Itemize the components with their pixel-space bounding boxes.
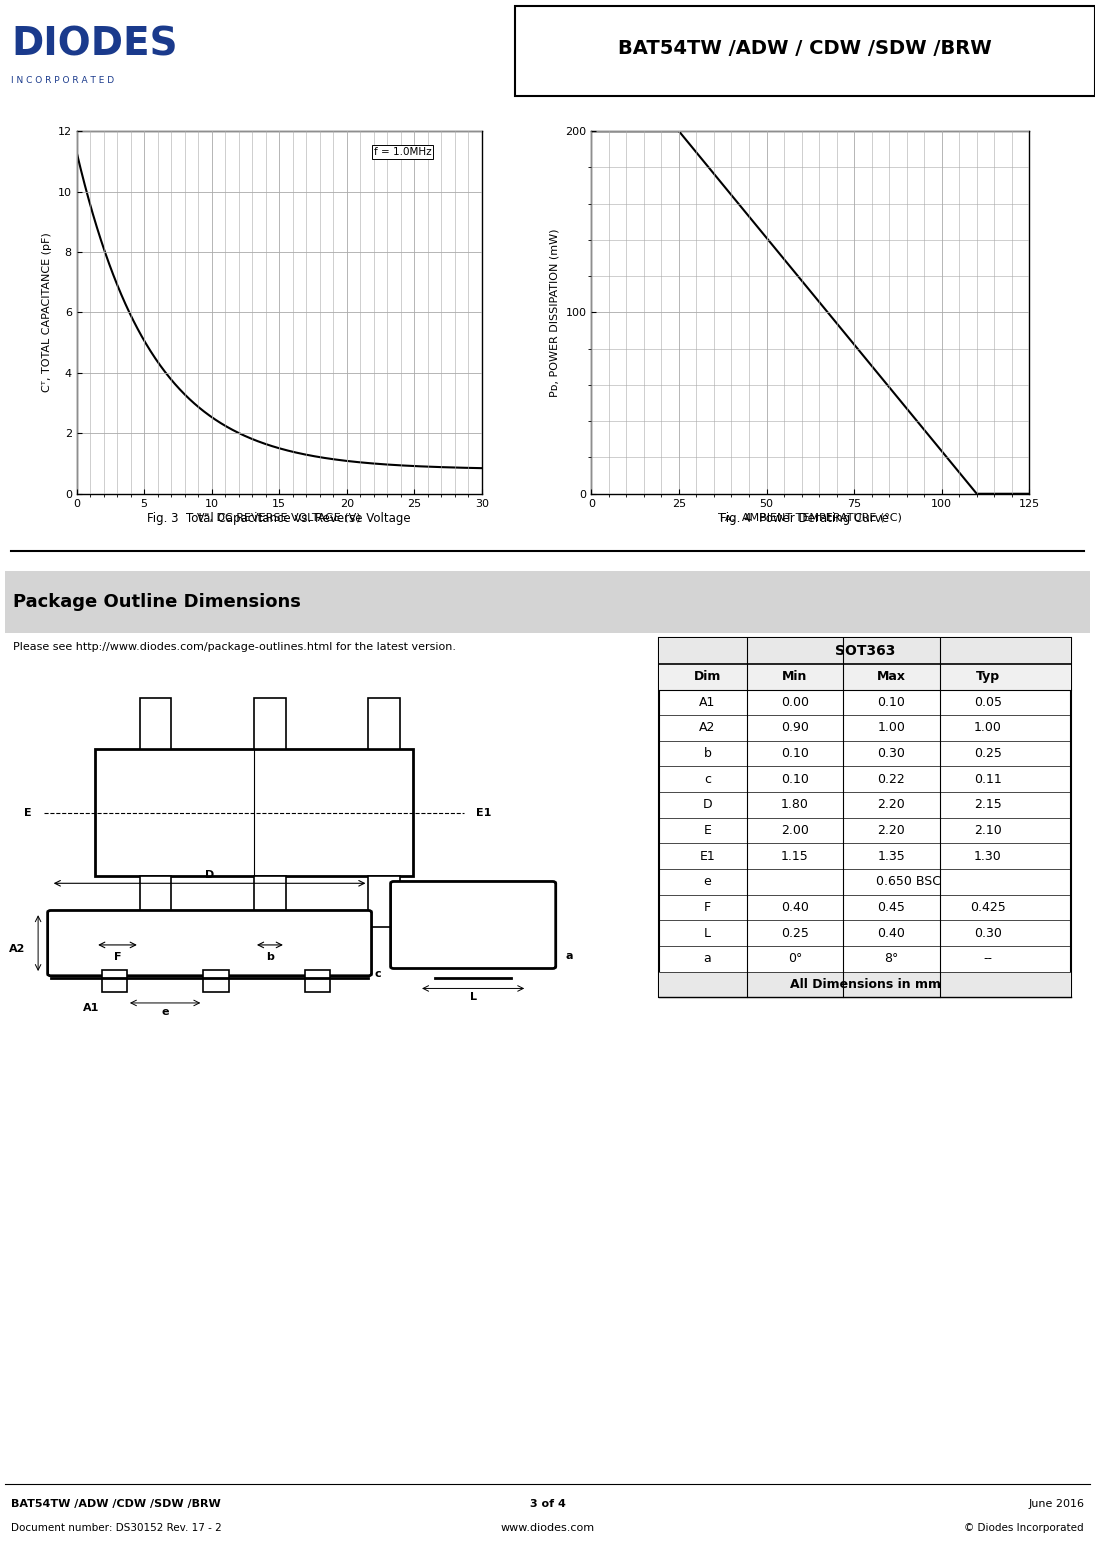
Text: 0.40: 0.40 — [877, 927, 906, 940]
Text: 1.00: 1.00 — [973, 722, 1002, 734]
Bar — [140, 699, 172, 750]
Text: 0.90: 0.90 — [781, 722, 809, 734]
Text: 0°: 0° — [787, 952, 803, 966]
Text: f = 1.0MHz: f = 1.0MHz — [373, 147, 431, 157]
Text: e: e — [161, 1006, 169, 1017]
Text: A2: A2 — [700, 722, 715, 734]
Text: 1.30: 1.30 — [973, 850, 1002, 863]
Text: 1.15: 1.15 — [781, 850, 809, 863]
Bar — [659, 972, 1071, 997]
Text: Fig. 4  Power Derating Curve: Fig. 4 Power Derating Curve — [721, 512, 889, 525]
Text: 0.10: 0.10 — [781, 773, 809, 785]
Text: Please see http://www.diodes.com/package-outlines.html for the latest version.: Please see http://www.diodes.com/package… — [13, 642, 457, 651]
Text: 3 of 4: 3 of 4 — [530, 1498, 565, 1509]
Text: F: F — [704, 901, 711, 913]
Bar — [304, 971, 331, 992]
Text: Fig. 3  Total Capacitance vs. Reverse Voltage: Fig. 3 Total Capacitance vs. Reverse Vol… — [148, 512, 411, 525]
Text: 0.30: 0.30 — [877, 747, 906, 761]
Text: Typ: Typ — [976, 670, 1000, 684]
Text: 1.00: 1.00 — [877, 722, 906, 734]
Text: 1.35: 1.35 — [877, 850, 906, 863]
Text: 0.425: 0.425 — [970, 901, 1005, 913]
Text: I N C O R P O R A T E D: I N C O R P O R A T E D — [11, 76, 114, 85]
Text: 0.25: 0.25 — [973, 747, 1002, 761]
Text: Dim: Dim — [694, 670, 721, 684]
Text: 0.45: 0.45 — [877, 901, 906, 913]
Text: e: e — [703, 875, 712, 889]
Text: E: E — [24, 807, 32, 818]
Bar — [659, 663, 1071, 690]
Text: 2.20: 2.20 — [877, 798, 906, 812]
Text: 2.15: 2.15 — [973, 798, 1002, 812]
X-axis label: Vᴿ, DC REVERSE VOLTAGE (V): Vᴿ, DC REVERSE VOLTAGE (V) — [197, 512, 361, 523]
Text: 0.00: 0.00 — [781, 696, 809, 708]
Text: June 2016: June 2016 — [1028, 1498, 1084, 1509]
Text: Min: Min — [782, 670, 808, 684]
Text: DIODES: DIODES — [11, 25, 177, 63]
Bar — [140, 876, 172, 927]
X-axis label: Tᴀ,  AMBIENT TEMPERATURE (°C): Tᴀ, AMBIENT TEMPERATURE (°C) — [718, 512, 902, 523]
Text: E1: E1 — [700, 850, 715, 863]
Text: A1: A1 — [700, 696, 715, 708]
Bar — [254, 699, 286, 750]
Text: BAT54TW /ADW / CDW /SDW /BRW: BAT54TW /ADW / CDW /SDW /BRW — [618, 39, 992, 57]
Text: --: -- — [983, 952, 992, 966]
Text: 0.10: 0.10 — [877, 696, 906, 708]
Text: 1.80: 1.80 — [781, 798, 809, 812]
Text: Package Outline Dimensions: Package Outline Dimensions — [13, 593, 301, 611]
Text: SOT363: SOT363 — [834, 643, 896, 657]
Text: E1: E1 — [476, 807, 492, 818]
Text: 2.00: 2.00 — [781, 824, 809, 838]
Text: All Dimensions in mm: All Dimensions in mm — [789, 978, 941, 991]
Text: 0.25: 0.25 — [781, 927, 809, 940]
Text: L: L — [704, 927, 711, 940]
Text: www.diodes.com: www.diodes.com — [500, 1523, 595, 1534]
Text: a: a — [565, 950, 573, 961]
Text: D: D — [205, 870, 215, 880]
Text: c: c — [374, 969, 381, 978]
Text: BAT54TW /ADW /CDW /SDW /BRW: BAT54TW /ADW /CDW /SDW /BRW — [11, 1498, 221, 1509]
Bar — [254, 876, 286, 927]
Text: 0.40: 0.40 — [781, 901, 809, 913]
Text: 0.22: 0.22 — [877, 773, 906, 785]
Text: 2.10: 2.10 — [973, 824, 1002, 838]
FancyBboxPatch shape — [391, 881, 555, 969]
Text: 0.30: 0.30 — [973, 927, 1002, 940]
FancyBboxPatch shape — [515, 6, 1095, 96]
Y-axis label: Cᵀ, TOTAL CAPACITANCE (pF): Cᵀ, TOTAL CAPACITANCE (pF) — [42, 233, 53, 392]
Bar — [368, 699, 400, 750]
Text: c: c — [704, 773, 711, 785]
Text: 0.11: 0.11 — [973, 773, 1002, 785]
Y-axis label: Pᴅ, POWER DISSIPATION (mW): Pᴅ, POWER DISSIPATION (mW) — [550, 228, 560, 397]
Text: 8°: 8° — [884, 952, 899, 966]
Text: 0.05: 0.05 — [973, 696, 1002, 708]
Text: Document number: DS30152 Rev. 17 - 2: Document number: DS30152 Rev. 17 - 2 — [11, 1523, 221, 1534]
Text: F: F — [114, 952, 122, 963]
Bar — [204, 971, 229, 992]
Text: 2.20: 2.20 — [877, 824, 906, 838]
Text: D: D — [703, 798, 712, 812]
Text: 0.10: 0.10 — [781, 747, 809, 761]
Text: A2: A2 — [9, 944, 25, 954]
Text: a: a — [703, 952, 712, 966]
Text: A1: A1 — [82, 1003, 99, 1012]
Bar — [659, 639, 1071, 663]
Bar — [368, 876, 400, 927]
Text: L: L — [470, 992, 476, 1001]
Text: E: E — [703, 824, 712, 838]
Bar — [95, 750, 413, 876]
Text: b: b — [266, 952, 274, 963]
Text: b: b — [703, 747, 712, 761]
Text: 0.650 BSC: 0.650 BSC — [876, 875, 942, 889]
Text: © Diodes Incorporated: © Diodes Incorporated — [965, 1523, 1084, 1534]
Text: Max: Max — [877, 670, 906, 684]
Bar — [102, 971, 127, 992]
FancyBboxPatch shape — [47, 910, 371, 975]
